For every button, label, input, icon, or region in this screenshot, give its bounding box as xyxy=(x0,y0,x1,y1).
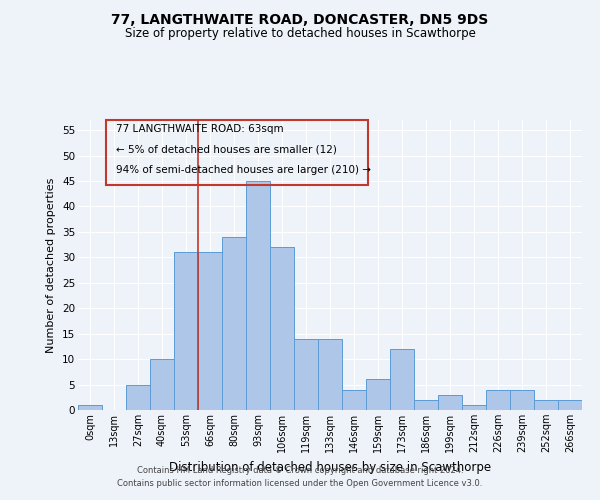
Text: 77 LANGTHWAITE ROAD: 63sqm: 77 LANGTHWAITE ROAD: 63sqm xyxy=(116,124,283,134)
Bar xyxy=(318,339,342,410)
Y-axis label: Number of detached properties: Number of detached properties xyxy=(46,178,56,352)
Bar xyxy=(462,405,486,410)
X-axis label: Distribution of detached houses by size in Scawthorpe: Distribution of detached houses by size … xyxy=(169,460,491,473)
Bar xyxy=(222,237,246,410)
Text: Contains HM Land Registry data © Crown copyright and database right 2024.
Contai: Contains HM Land Registry data © Crown c… xyxy=(118,466,482,487)
Bar xyxy=(150,359,174,410)
Bar xyxy=(342,390,366,410)
Bar xyxy=(246,181,270,410)
Bar xyxy=(534,400,558,410)
Bar xyxy=(438,394,462,410)
Text: Size of property relative to detached houses in Scawthorpe: Size of property relative to detached ho… xyxy=(125,28,475,40)
Bar xyxy=(414,400,438,410)
Bar xyxy=(558,400,582,410)
Bar xyxy=(78,405,102,410)
Text: ← 5% of detached houses are smaller (12): ← 5% of detached houses are smaller (12) xyxy=(116,144,337,154)
Bar xyxy=(486,390,510,410)
Bar xyxy=(294,339,318,410)
Bar xyxy=(270,247,294,410)
Bar xyxy=(198,252,222,410)
Bar xyxy=(510,390,534,410)
Bar xyxy=(390,349,414,410)
Text: 94% of semi-detached houses are larger (210) →: 94% of semi-detached houses are larger (… xyxy=(116,165,371,175)
Bar xyxy=(174,252,198,410)
Bar xyxy=(126,384,150,410)
Text: 77, LANGTHWAITE ROAD, DONCASTER, DN5 9DS: 77, LANGTHWAITE ROAD, DONCASTER, DN5 9DS xyxy=(112,12,488,26)
Bar xyxy=(106,120,368,185)
Bar xyxy=(366,380,390,410)
